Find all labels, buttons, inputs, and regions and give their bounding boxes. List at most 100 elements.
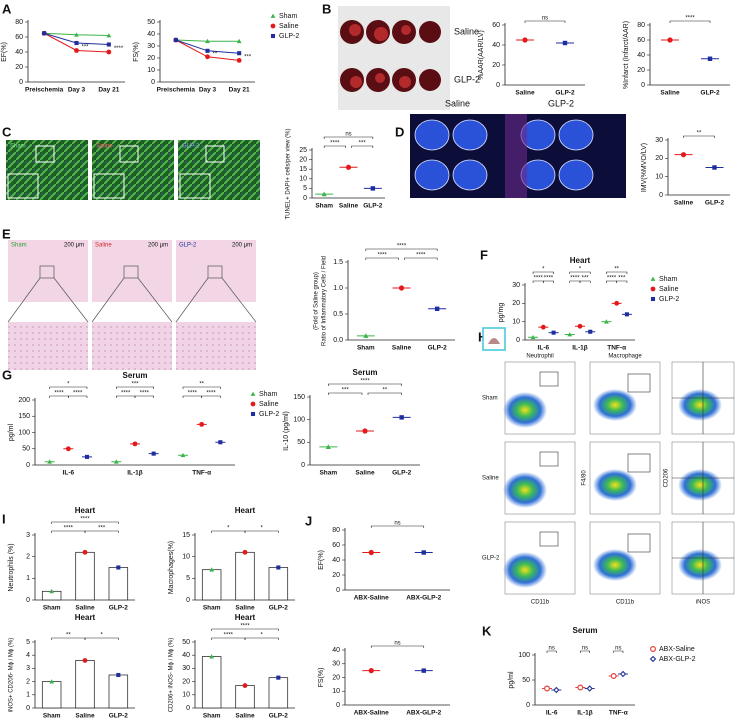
- significance-bracket: [201, 395, 221, 398]
- y-tick-label: 0: [659, 192, 663, 199]
- y-tick-label: 0: [19, 79, 23, 86]
- x-tick-label: IL-6: [538, 345, 550, 352]
- data-point: [218, 440, 223, 445]
- significance-label: ***: [618, 276, 626, 282]
- significance-bracket: [84, 637, 119, 640]
- x-tick-label: Day 3: [68, 87, 86, 94]
- data-point: [577, 323, 583, 329]
- y-tick-label: 50: [297, 439, 305, 446]
- significance-label: ns: [542, 16, 548, 22]
- histology-images: [7, 240, 257, 370]
- bar: [235, 551, 255, 601]
- significance-label: **: [382, 388, 387, 394]
- legend-marker: [270, 33, 276, 39]
- x-tick-label: Saline: [392, 345, 412, 352]
- bar: [108, 674, 129, 709]
- axis: [667, 138, 730, 196]
- y-tick-label: 60: [15, 34, 23, 41]
- significance-label: ****: [544, 276, 554, 282]
- y-tick-label: 40: [332, 647, 340, 654]
- data-point: [363, 333, 369, 338]
- x-tick-label: Sham: [43, 605, 61, 612]
- x-tick-label: IL-1β: [572, 345, 588, 352]
- significance-bracket: [683, 135, 715, 138]
- axis: [34, 398, 235, 466]
- significance-bracket: [328, 383, 402, 386]
- data-point: [610, 672, 617, 679]
- data-point: [236, 38, 242, 44]
- x-tick-label: IL-6: [63, 470, 75, 477]
- flow-axis-label: CD11b: [616, 600, 635, 606]
- y-tick-label: 30: [655, 137, 663, 144]
- y-tick-label: 50: [22, 446, 30, 453]
- data-point: [242, 683, 248, 688]
- data-point: [132, 441, 138, 447]
- data-point: [321, 191, 327, 197]
- data-point: [712, 165, 717, 170]
- y-tick-label: 15: [299, 166, 307, 173]
- y-tick-label: 40: [15, 49, 23, 56]
- significance-label: ****: [114, 46, 124, 52]
- data-point: [530, 334, 536, 340]
- x-tick-label: GLP-2: [428, 345, 448, 352]
- data-point: [362, 428, 368, 434]
- data-point: [421, 550, 426, 555]
- bar: [201, 656, 222, 709]
- x-tick-label: Sham: [203, 605, 221, 612]
- y-tick-label: 0: [641, 82, 645, 89]
- panel-label: A: [2, 1, 12, 16]
- data-point: [368, 549, 374, 556]
- x-tick-label: IL-1β: [577, 710, 593, 717]
- y-axis-label: %Infarct (Infarct/AAR): [623, 21, 630, 89]
- x-tick-label: TNF-α: [192, 470, 211, 477]
- axis: [344, 648, 450, 706]
- y-tick-label: 0: [496, 82, 500, 89]
- y-tick-label: 20: [492, 62, 500, 69]
- y-tick-label: 5: [26, 639, 30, 646]
- data-point: [368, 668, 374, 674]
- x-tick-label: Saline: [235, 605, 255, 612]
- significance-label: *: [579, 267, 582, 273]
- y-axis-label: pg/ml: [508, 671, 515, 689]
- y-axis-label: EF(%): [1, 42, 8, 62]
- chart-title: Serum: [353, 368, 378, 377]
- significance-bracket: [323, 145, 346, 148]
- y-tick-label: 2: [26, 678, 30, 685]
- significance-bracket: [134, 395, 154, 398]
- significance-label: ns: [394, 521, 400, 527]
- significance-bracket: [116, 386, 154, 389]
- significance-bracket: [365, 257, 399, 260]
- x-tick-label: Day 21: [98, 87, 119, 94]
- image-label: Sham: [10, 144, 26, 150]
- y-axis-label: Neutrophils (%): [8, 543, 15, 591]
- legend-marker: [650, 296, 656, 302]
- data-point: [604, 319, 609, 324]
- x-tick-label: GLP-2: [269, 605, 289, 612]
- y-tick-label: 30: [512, 282, 520, 289]
- y-tick-label: 5: [303, 185, 307, 192]
- y-axis-label: Macrophages(%): [168, 541, 175, 594]
- y-tick-label: 10: [182, 554, 190, 561]
- x-tick-label: IL-6: [546, 710, 558, 717]
- x-tick-label: GLP-2: [109, 713, 129, 720]
- bar: [268, 567, 289, 601]
- y-tick-label: 60: [492, 22, 500, 29]
- significance-bracket: [532, 271, 554, 274]
- data-point: [205, 38, 210, 44]
- data-point: [588, 329, 593, 334]
- significance-label: ns: [345, 132, 351, 138]
- y-axis-label: CD206+ iNOS- Mϕ / Mϕ (%): [169, 638, 175, 713]
- x-tick-label: Saline: [75, 605, 95, 612]
- axis: [347, 260, 455, 341]
- data-point: [106, 49, 112, 55]
- image-label: Sham: [11, 243, 27, 249]
- y-tick-label: 30: [147, 43, 155, 50]
- y-axis-label: Ratio of Inflammatory Cells / Field: [322, 256, 328, 346]
- y-tick-label: 60: [332, 542, 340, 549]
- data-point: [553, 686, 560, 694]
- significance-bracket: [616, 280, 628, 283]
- y-tick-label: 0: [303, 195, 307, 202]
- data-point: [562, 40, 568, 46]
- y-tick-label: 1.5: [333, 259, 343, 266]
- data-point: [209, 567, 215, 572]
